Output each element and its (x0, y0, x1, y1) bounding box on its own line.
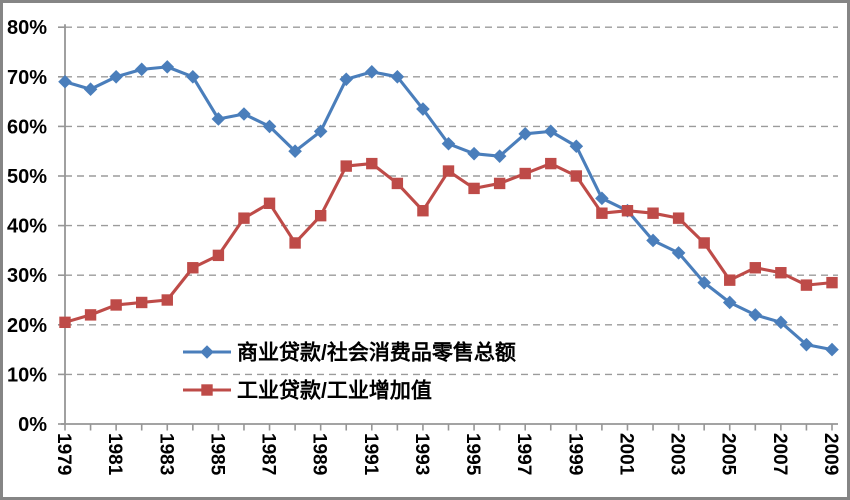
data-point (110, 299, 122, 311)
data-point (545, 157, 557, 170)
data-point (493, 177, 506, 190)
data-point (134, 62, 149, 77)
y-tick-label: 40% (7, 216, 47, 238)
data-point (595, 191, 609, 206)
x-tick-label: 1985 (206, 433, 227, 476)
x-tick-label: 2003 (667, 433, 688, 475)
data-point (467, 146, 481, 161)
y-tick-label: 30% (7, 265, 47, 287)
x-tick-label: 2001 (615, 433, 636, 476)
data-point (366, 157, 378, 170)
x-tick-label: 2007 (769, 433, 790, 475)
data-point (186, 70, 200, 84)
data-point (83, 82, 98, 96)
x-tick-label: 1983 (155, 433, 176, 475)
y-tick-label: 80% (7, 17, 47, 39)
data-point (596, 207, 608, 219)
data-point (774, 315, 788, 330)
data-point (187, 262, 199, 274)
legend-item-0: 商业贷款/社会消费品零售总额 (183, 341, 516, 365)
data-point (417, 205, 429, 217)
data-point (58, 74, 72, 89)
data-point (518, 127, 533, 141)
data-point (136, 296, 148, 309)
y-tick-label: 0% (18, 414, 47, 436)
legend-label: 工业贷款/工业增加值 (237, 379, 432, 403)
x-tick-label: 1989 (309, 433, 330, 475)
data-point (442, 165, 455, 177)
data-point (671, 246, 686, 260)
y-tick-label: 50% (7, 166, 47, 188)
data-point (672, 212, 685, 224)
data-point (569, 139, 584, 154)
data-point (339, 72, 354, 87)
series-0 (58, 60, 839, 357)
chart-svg: 0% 10% 20% 30% 40% 50% 60% 70% 80% 1979 1981 1983 19… (7, 17, 841, 476)
data-point (314, 209, 327, 222)
y-tick-label: 20% (7, 315, 47, 337)
data-point (775, 267, 787, 279)
x-tick-label: 1979 (53, 433, 74, 475)
data-point (543, 124, 558, 139)
data-point (748, 308, 763, 322)
data-point (697, 275, 711, 290)
data-point (519, 167, 531, 180)
data-point (492, 149, 507, 163)
x-tick-label: 1987 (258, 433, 279, 475)
data-point (238, 212, 250, 224)
data-point (390, 70, 405, 84)
data-point (825, 342, 839, 357)
data-point (698, 237, 710, 249)
data-point (441, 136, 456, 151)
legend-diamond-marker-icon (200, 345, 214, 359)
data-point (263, 197, 276, 209)
legend-label: 商业贷款/社会消费品零售总额 (237, 341, 516, 365)
data-point (289, 237, 301, 249)
series-1 (59, 157, 838, 329)
data-point (109, 70, 123, 84)
data-point (749, 262, 762, 274)
data-point (647, 207, 659, 219)
data-point (84, 309, 97, 321)
x-tick-label: 2005 (718, 433, 739, 476)
y-tick-label: 70% (7, 67, 47, 89)
x-tick-label: 2009 (820, 433, 841, 475)
data-point (646, 233, 660, 248)
x-tick-label: 1981 (104, 433, 125, 476)
data-point (800, 279, 813, 291)
data-point (724, 274, 736, 286)
data-point (262, 119, 277, 134)
data-point (570, 170, 583, 182)
data-point (416, 102, 430, 116)
x-tick-label: 1993 (411, 433, 432, 475)
x-tick-label: 1997 (513, 433, 534, 475)
data-point (160, 60, 175, 74)
data-point (288, 144, 302, 158)
data-point (365, 65, 379, 79)
data-point (722, 295, 737, 310)
data-point (340, 160, 352, 172)
data-point (313, 124, 328, 139)
data-point (161, 294, 173, 306)
data-point (468, 182, 480, 195)
legend-item-1: 工业贷款/工业增加值 (183, 379, 432, 403)
y-tick-label: 10% (7, 364, 47, 386)
data-point (621, 205, 634, 217)
data-point (237, 107, 251, 121)
y-tick-label: 60% (7, 116, 47, 138)
data-point (211, 112, 226, 126)
data-point (826, 276, 838, 289)
data-point (799, 337, 814, 352)
data-point (212, 249, 225, 262)
data-point (391, 177, 404, 190)
x-tick-label: 1991 (360, 433, 381, 476)
x-tick-label: 1995 (462, 433, 483, 476)
series-line-1 (64, 162, 833, 324)
x-tick-label: 1999 (564, 433, 585, 475)
series-line-0 (64, 65, 833, 352)
legend-square-marker-icon (201, 384, 213, 396)
data-point (59, 316, 71, 329)
